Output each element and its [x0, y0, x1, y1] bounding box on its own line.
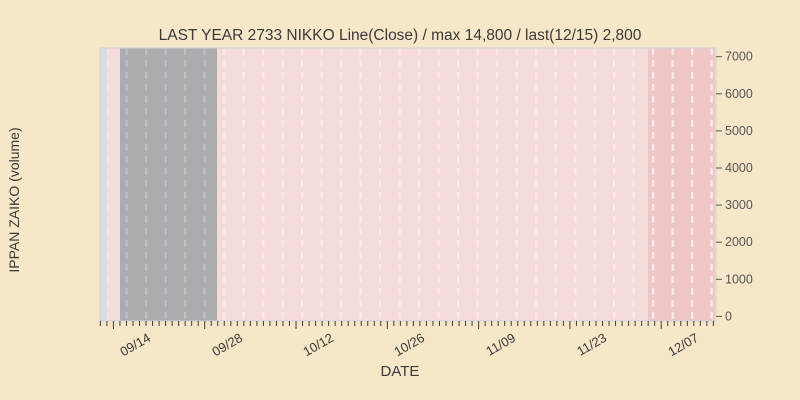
svg-text:0: 0	[725, 309, 732, 323]
svg-text:5000: 5000	[725, 124, 753, 138]
svg-text:3000: 3000	[725, 198, 753, 212]
svg-text:6000: 6000	[725, 87, 753, 101]
svg-text:2000: 2000	[725, 235, 753, 249]
svg-text:1000: 1000	[725, 272, 753, 286]
svg-text:7000: 7000	[725, 50, 753, 64]
svg-text:4000: 4000	[725, 161, 753, 175]
